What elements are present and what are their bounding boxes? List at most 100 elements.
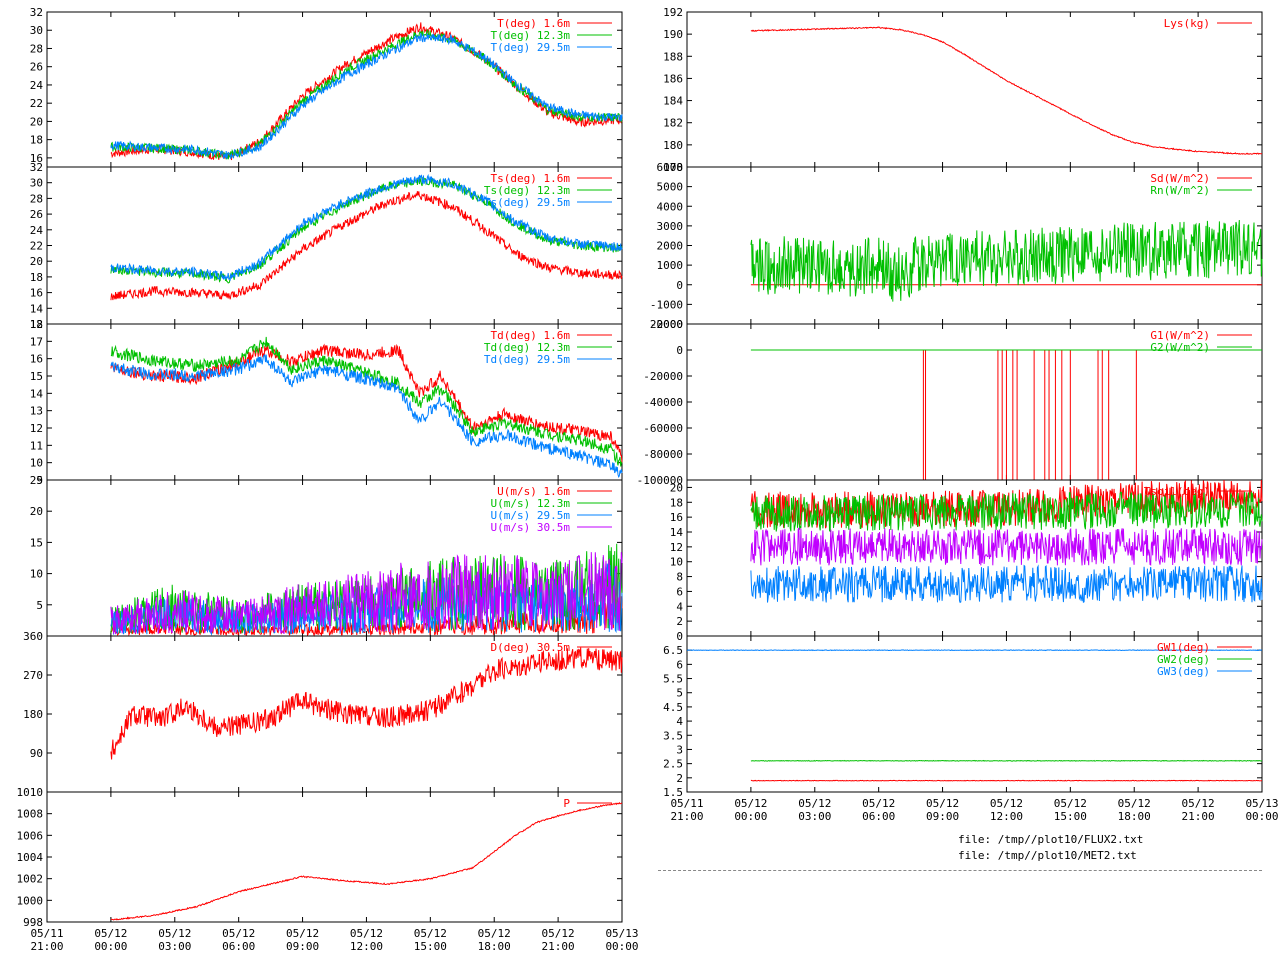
legend-label: U(m/s) 30.5m bbox=[491, 521, 571, 534]
y-tick-label: 6.5 bbox=[663, 644, 683, 657]
y-tick-label: 10 bbox=[670, 556, 683, 569]
y-tick-label: -60000 bbox=[643, 422, 683, 435]
y-tick-label: 3000 bbox=[657, 220, 684, 233]
y-tick-label: 12 bbox=[30, 318, 43, 331]
legend-label: Rn(W/m^2) bbox=[1150, 184, 1210, 197]
y-tick-label: 18 bbox=[30, 318, 43, 331]
legend-label: U(m/s) 1.6m bbox=[497, 485, 570, 498]
x-tick-date: 05/12 bbox=[862, 797, 895, 810]
y-tick-label: 14 bbox=[670, 526, 684, 539]
y-tick-label: 180 bbox=[663, 139, 683, 152]
y-tick-label: -20000 bbox=[643, 370, 683, 383]
y-tick-label: 30 bbox=[30, 177, 43, 190]
x-tick-time: 06:00 bbox=[862, 810, 895, 823]
y-tick-label: 1006 bbox=[17, 829, 44, 842]
series-line bbox=[110, 336, 623, 467]
y-tick-label: 16 bbox=[30, 287, 43, 300]
y-tick-label: 1004 bbox=[17, 851, 44, 864]
y-tick-label: 16 bbox=[30, 353, 43, 366]
series-line bbox=[110, 191, 623, 301]
y-tick-label: 15 bbox=[30, 536, 43, 549]
x-tick-date: 05/13 bbox=[605, 927, 638, 940]
series-line bbox=[110, 33, 623, 160]
x-tick-time: 15:00 bbox=[1054, 810, 1087, 823]
y-tick-label: 16 bbox=[30, 152, 43, 165]
x-tick-time: 09:00 bbox=[286, 940, 319, 953]
y-tick-label: 12 bbox=[670, 541, 683, 554]
legend-label: U(m/s) 12.3m bbox=[491, 497, 571, 510]
legend-label: Tsoil(deg) bbox=[1144, 485, 1210, 498]
y-tick-label: 360 bbox=[23, 630, 43, 643]
legend-label: T(deg) 29.5m bbox=[491, 41, 571, 54]
y-tick-label: 24 bbox=[30, 224, 44, 237]
x-tick-date: 05/12 bbox=[734, 797, 767, 810]
series-line bbox=[750, 759, 1263, 762]
y-tick-label: -1000 bbox=[650, 298, 683, 311]
y-tick-label: 15 bbox=[30, 370, 43, 383]
series-line bbox=[686, 649, 1263, 652]
y-tick-label: 186 bbox=[663, 72, 683, 85]
panel-frame bbox=[686, 635, 1263, 793]
x-tick-date: 05/12 bbox=[414, 927, 447, 940]
file-line-met: file: /tmp//plot10/MET2.txt bbox=[958, 849, 1137, 862]
x-tick-date: 05/11 bbox=[670, 797, 703, 810]
x-tick-date: 05/12 bbox=[286, 927, 319, 940]
y-tick-label: 20 bbox=[30, 115, 43, 128]
panel-frame bbox=[686, 11, 1263, 168]
y-tick-label: 18 bbox=[30, 271, 43, 284]
x-tick-time: 12:00 bbox=[350, 940, 383, 953]
y-tick-label: 190 bbox=[663, 28, 683, 41]
y-tick-label: 1.5 bbox=[663, 786, 683, 799]
y-tick-label: 26 bbox=[30, 208, 43, 221]
y-tick-label: 30 bbox=[30, 24, 43, 37]
y-tick-label: 90 bbox=[30, 747, 43, 760]
legend-label: Ts(deg) 29.5m bbox=[484, 196, 570, 209]
x-tick-time: 00:00 bbox=[605, 940, 638, 953]
x-tick-time: 21:00 bbox=[670, 810, 703, 823]
y-tick-label: -100000 bbox=[637, 474, 683, 487]
legend-label: Td(deg) 1.6m bbox=[491, 329, 571, 342]
legend-label: U(m/s) 29.5m bbox=[491, 509, 571, 522]
y-tick-label: 14 bbox=[30, 302, 44, 315]
y-tick-label: 0 bbox=[676, 344, 683, 357]
y-tick-label: 20 bbox=[30, 255, 43, 268]
y-tick-label: 10 bbox=[30, 457, 43, 470]
y-tick-label: 6000 bbox=[657, 161, 684, 174]
y-tick-label: 270 bbox=[23, 669, 43, 682]
y-tick-label: 18 bbox=[30, 134, 43, 147]
x-tick-time: 00:00 bbox=[1245, 810, 1278, 823]
legend-label: Sd(W/m^2) bbox=[1150, 172, 1210, 185]
y-tick-label: 4 bbox=[676, 715, 683, 728]
legend-label: T(deg) 1.6m bbox=[497, 17, 570, 30]
y-tick-label: 9 bbox=[36, 474, 43, 487]
y-tick-label: 5 bbox=[676, 687, 683, 700]
x-tick-date: 05/12 bbox=[1182, 797, 1215, 810]
y-tick-label: 8 bbox=[676, 571, 683, 584]
y-tick-label: 4 bbox=[676, 600, 683, 613]
legend-label: GW1(deg) bbox=[1157, 641, 1210, 654]
x-tick-time: 18:00 bbox=[1118, 810, 1151, 823]
y-tick-label: 20 bbox=[670, 481, 683, 494]
dashed-separator bbox=[658, 870, 1262, 871]
y-tick-label: 188 bbox=[663, 50, 683, 63]
y-tick-label: 178 bbox=[663, 161, 683, 174]
x-tick-date: 05/12 bbox=[798, 797, 831, 810]
y-tick-label: 1000 bbox=[657, 259, 684, 272]
series-line bbox=[750, 564, 1263, 604]
x-tick-time: 18:00 bbox=[478, 940, 511, 953]
series-line bbox=[110, 173, 623, 282]
y-tick-label: -80000 bbox=[643, 448, 683, 461]
y-tick-label: 32 bbox=[30, 161, 43, 174]
legend-label: Lys(kg) bbox=[1164, 17, 1210, 30]
x-tick-date: 05/11 bbox=[30, 927, 63, 940]
y-tick-label: 1008 bbox=[17, 808, 44, 821]
y-tick-label: 1002 bbox=[17, 873, 44, 886]
y-tick-label: 28 bbox=[30, 192, 43, 205]
y-tick-label: 14 bbox=[30, 387, 44, 400]
y-tick-label: 28 bbox=[30, 42, 43, 55]
y-tick-label: 192 bbox=[663, 6, 683, 19]
y-tick-label: 2.5 bbox=[663, 758, 683, 771]
x-tick-time: 03:00 bbox=[798, 810, 831, 823]
series-line bbox=[110, 647, 623, 760]
x-tick-time: 15:00 bbox=[414, 940, 447, 953]
